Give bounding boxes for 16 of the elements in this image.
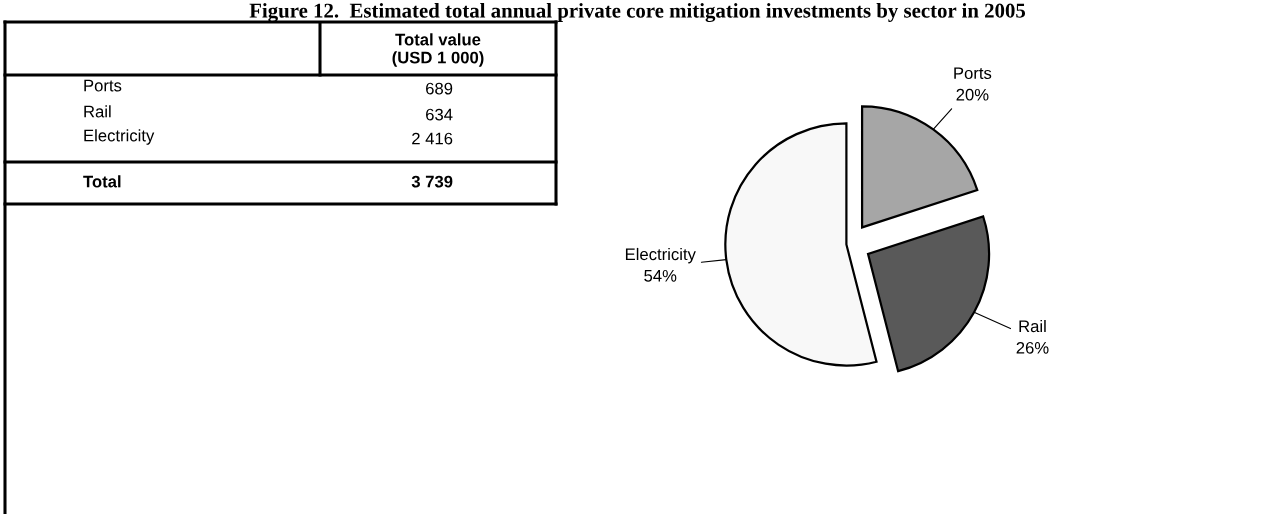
legend-label: Rail [1019, 319, 1046, 333]
data-label: 2 416 [412, 132, 453, 145]
data-label: 54% [644, 269, 677, 282]
slice-label: Electricity [625, 247, 696, 264]
category-label: Rail [84, 105, 111, 118]
slice-label: Ports [954, 67, 992, 80]
data-label: 26% [1016, 341, 1049, 354]
text: Total [83, 175, 121, 188]
text: 3 739 [411, 175, 453, 188]
text: Total value (USD 1 000) [392, 33, 484, 67]
data-label: 20% [956, 88, 989, 101]
text: Figure 12. Estimated total annual private core mitigation investments by sector in 2005 [249, 3, 1026, 23]
data-label: 689 [426, 82, 453, 95]
category-label: Electricity [84, 129, 155, 145]
data-label: 634 [426, 108, 453, 121]
category-label: Ports [84, 79, 122, 92]
